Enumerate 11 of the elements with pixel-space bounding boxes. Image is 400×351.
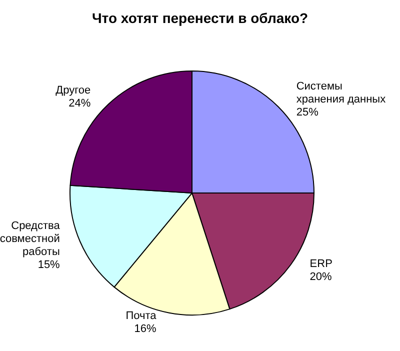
slice-label: Системы хранения данных [296, 80, 386, 106]
data-label: 20% [310, 271, 332, 284]
data-label: 25% [296, 106, 319, 119]
slice-label: Почта [126, 310, 158, 322]
chart-title: Что хотят перенести в облако? [92, 10, 308, 26]
slice-label: ERP [310, 258, 332, 270]
data-label: 15% [38, 258, 60, 271]
data-label: 16% [134, 323, 156, 336]
slice-label: Средства совместной работы [0, 220, 61, 258]
slice-label: Другое [56, 84, 91, 96]
data-label: 24% [68, 97, 91, 110]
